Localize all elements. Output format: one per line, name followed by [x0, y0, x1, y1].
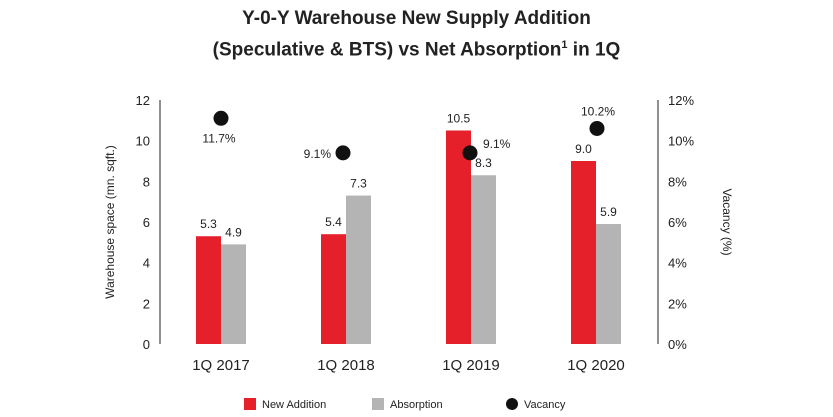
y-tick-label: 4 [143, 256, 150, 271]
bar-value-label: 9.0 [575, 142, 592, 156]
bar-new-addition [446, 130, 471, 344]
bar-absorption [221, 244, 246, 344]
y-tick-label: 8 [143, 174, 150, 189]
y2-tick-label: 2% [668, 296, 687, 311]
y2-axis-title: Vacancy (%) [720, 188, 734, 255]
legend-label: Vacancy [524, 399, 566, 411]
bar-new-addition [321, 234, 346, 344]
legend-swatch [506, 398, 518, 410]
legend-swatch [372, 398, 384, 410]
bar-absorption [346, 195, 371, 344]
bar-new-addition [196, 236, 221, 344]
x-axis-tick-labels: 1Q 2017 1Q 2018 1Q 2019 1Q 2020 [192, 357, 625, 374]
legend-swatch [244, 398, 256, 410]
y-tick-label: 0 [143, 337, 150, 352]
legend-label: Absorption [390, 399, 443, 411]
bar-value-label: 5.4 [325, 215, 342, 229]
legend-label: New Addition [262, 399, 326, 411]
vacancy-point [213, 110, 229, 126]
vacancy-points: 11.7% 9.1% 9.1% 10.2% [202, 104, 615, 160]
legend: New Addition Absorption Vacancy [244, 398, 566, 411]
x-tick-label: 1Q 2018 [317, 357, 375, 374]
vacancy-label: 9.1% [304, 147, 332, 161]
bar-absorption [471, 175, 496, 344]
y-tick-label: 10 [136, 134, 150, 149]
y2-tick-label: 8% [668, 174, 687, 189]
y-tick-label: 6 [143, 215, 150, 230]
title-line-2-tail: in 1Q [567, 39, 621, 61]
bar-absorption [596, 224, 621, 344]
bar-value-label: 5.3 [200, 217, 217, 231]
vacancy-label: 10.2% [581, 104, 615, 118]
y-axis-ticks: 0 2 4 6 8 10 12 [136, 93, 150, 352]
title-line-2-main: (Speculative & BTS) vs Net Absorption [212, 39, 562, 61]
vacancy-label: 9.1% [483, 137, 511, 151]
bar-value-label: 10.5 [447, 112, 471, 126]
bar-value-label: 4.9 [225, 225, 242, 239]
bar-new-addition [571, 161, 596, 344]
y2-axis-ticks: 0% 2% 4% 6% 8% 10% 12% [668, 93, 694, 352]
bars [196, 130, 621, 344]
title-line-2: (Speculative & BTS) vs Net Absorption1 i… [0, 32, 833, 63]
x-tick-label: 1Q 2017 [192, 357, 250, 374]
bar-value-label: 7.3 [350, 177, 367, 191]
y2-tick-label: 4% [668, 256, 687, 271]
y2-tick-label: 12% [668, 93, 694, 108]
x-tick-label: 1Q 2020 [567, 357, 625, 374]
bar-value-label: 8.3 [475, 156, 492, 170]
y2-tick-label: 0% [668, 337, 687, 352]
y2-tick-label: 10% [668, 134, 694, 149]
bar-labels: 5.3 5.4 10.5 9.0 4.9 7.3 8.3 5.9 [200, 112, 617, 240]
vacancy-point [462, 145, 478, 161]
vacancy-point [335, 145, 351, 161]
x-tick-label: 1Q 2019 [442, 357, 500, 374]
y-axis-title: Warehouse space (mn. sqft.) [103, 145, 117, 299]
y-tick-label: 12 [136, 93, 150, 108]
y2-tick-label: 6% [668, 215, 687, 230]
vacancy-label: 11.7% [202, 131, 235, 145]
title-line-1: Y-0-Y Warehouse New Supply Addition [242, 8, 591, 29]
y-tick-label: 2 [143, 296, 150, 311]
chart-title: Y-0-Y Warehouse New Supply Addition (Spe… [0, 6, 833, 63]
footnote-marker: 1 [561, 39, 568, 51]
bar-value-label: 5.9 [600, 205, 617, 219]
vacancy-point [589, 120, 605, 136]
